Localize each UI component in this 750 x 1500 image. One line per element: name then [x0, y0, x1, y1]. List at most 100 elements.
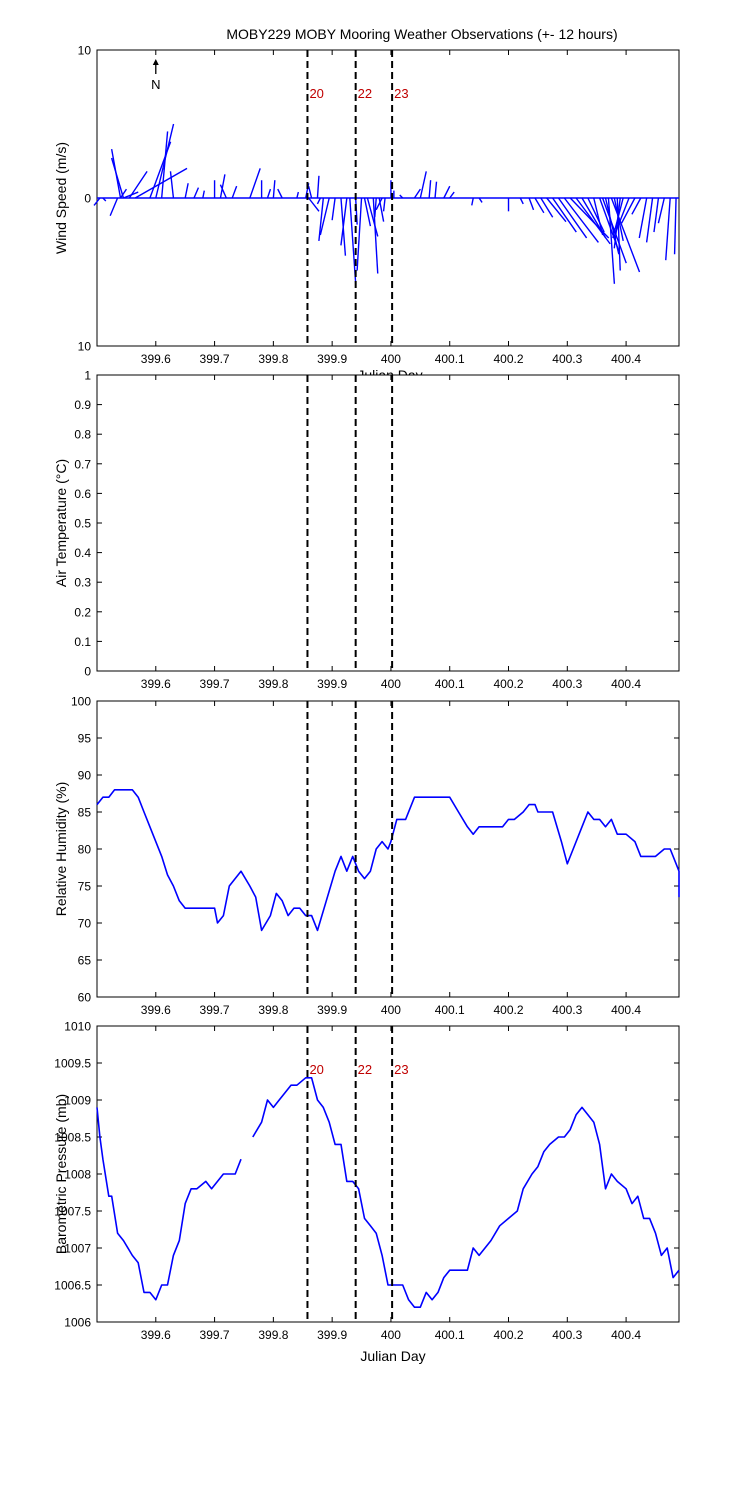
- y-tick-label: 60: [78, 991, 92, 1005]
- x-tick-label: 400.3: [552, 1328, 582, 1342]
- wind-vector: [620, 197, 636, 224]
- x-tick-label: 400.2: [493, 677, 523, 691]
- x-tick-label: 400.3: [552, 1003, 582, 1017]
- y-tick-label: 0.5: [74, 517, 91, 531]
- x-tick-label: 399.8: [258, 677, 288, 691]
- wind-vector: [184, 183, 189, 199]
- y-tick-label: 75: [78, 880, 92, 894]
- wind-vector: [319, 197, 330, 236]
- wind-vector: [340, 197, 348, 246]
- x-tick-label: 400.4: [611, 1003, 641, 1017]
- x-tick-label: 400.1: [435, 1328, 465, 1342]
- wind-vector: [615, 197, 630, 233]
- wind-vector: [375, 197, 383, 211]
- y-tick-label: 0.8: [74, 428, 91, 442]
- wind-vector: [277, 188, 283, 199]
- x-tick-label: 399.6: [141, 677, 171, 691]
- x-tick-label: 400.3: [552, 352, 582, 366]
- y-tick-label: 1009.5: [54, 1057, 91, 1071]
- x-tick-label: 399.6: [141, 1003, 171, 1017]
- wind-vector: [249, 168, 261, 199]
- wind-vector: [363, 197, 372, 227]
- y-tick-label: 10: [78, 340, 92, 354]
- y-axis-label: Barometric Pressure (mb): [53, 1094, 69, 1254]
- wind-vector: [563, 197, 599, 243]
- wind-vector: [356, 197, 363, 271]
- wind-vector: [193, 187, 200, 199]
- y-tick-label: 1008: [64, 1168, 91, 1182]
- wind-vector: [231, 185, 238, 199]
- wind-vector: [93, 197, 101, 206]
- x-tick-label: 399.9: [317, 352, 347, 366]
- y-tick-label: 0.4: [74, 546, 91, 560]
- wind-vector: [372, 197, 379, 274]
- y-tick-label: 0.9: [74, 398, 91, 412]
- y-axis-label: Wind Speed (m/s): [53, 142, 69, 254]
- x-tick-label: 399.9: [317, 1003, 347, 1017]
- wind-vector: [449, 191, 455, 199]
- x-tick-label: 400.4: [611, 1328, 641, 1342]
- y-tick-label: 10: [78, 44, 92, 58]
- event-marker-label: 20: [309, 1062, 323, 1077]
- wind-vector: [128, 170, 148, 199]
- x-tick-label: 399.7: [200, 352, 230, 366]
- panel-3: 60 65 70 75 80 85 90 95 100 399.6 399.7 399.8 399.9 4…: [53, 695, 680, 1017]
- x-tick-label: 399.6: [141, 352, 171, 366]
- series-line-1: [96, 788, 680, 932]
- x-tick-label: 400.1: [435, 677, 465, 691]
- wind-vector: [308, 197, 320, 212]
- wind-vector: [612, 197, 624, 239]
- event-marker-label: 23: [394, 86, 408, 101]
- y-tick-label: 1007.5: [54, 1205, 91, 1219]
- panel-2: 0 0.1 0.2 0.3 0.4 0.5 0.6 0.7 0.8 0.9 1 399.6 399.7 3…: [53, 369, 680, 691]
- event-marker-label: 23: [394, 1062, 408, 1077]
- wind-vector: [374, 197, 377, 218]
- wind-vector: [552, 197, 577, 233]
- x-tick-label: 400.1: [435, 352, 465, 366]
- wind-vector: [119, 188, 128, 199]
- x-tick-label: 399.8: [258, 352, 288, 366]
- event-marker-label: 20: [309, 86, 323, 101]
- wind-vector: [349, 197, 357, 284]
- wind-vector: [219, 174, 226, 199]
- wind-vector: [587, 197, 605, 233]
- figure-title: MOBY229 MOBY Mooring Weather Observation…: [226, 26, 617, 42]
- wind-vector: [616, 197, 621, 271]
- x-tick-label: 400: [381, 352, 401, 366]
- event-marker-label: 22: [358, 86, 372, 101]
- wind-vector: [434, 181, 438, 199]
- wind-vector: [519, 197, 524, 205]
- event-marker-label: 22: [358, 1062, 372, 1077]
- wind-vector: [169, 171, 175, 199]
- axes-box: [96, 374, 680, 672]
- x-tick-label: 399.7: [200, 1328, 230, 1342]
- x-tick-label: 399.9: [317, 1328, 347, 1342]
- wind-vector: [413, 188, 421, 199]
- wind-vector: [354, 197, 358, 225]
- x-tick-label: 400.2: [493, 352, 523, 366]
- x-axis-label-faint: Julian Day: [357, 367, 422, 383]
- wind-vector: [673, 197, 677, 255]
- wind-vector: [534, 197, 545, 214]
- wind-vector: [593, 197, 604, 236]
- panel-1: 10 0 10 399.6 399.7 399.8 399.9 400 400.1 400.2 40…: [53, 44, 680, 383]
- wind-vector: [638, 197, 648, 239]
- north-arrow-head: [152, 59, 159, 65]
- wind-vector: [428, 180, 432, 199]
- x-tick-label: 400.4: [611, 677, 641, 691]
- x-tick-label: 400.4: [611, 352, 641, 366]
- wind-vector: [134, 167, 188, 199]
- wind-vector: [645, 197, 654, 243]
- y-tick-label: 90: [78, 769, 92, 783]
- y-tick-label: 1008.5: [54, 1131, 91, 1145]
- x-tick-label: 399.8: [258, 1003, 288, 1017]
- x-tick-label: 400.1: [435, 1003, 465, 1017]
- wind-vector: [443, 185, 451, 199]
- x-tick-label: 399.7: [200, 1003, 230, 1017]
- y-tick-label: 0.2: [74, 605, 91, 619]
- wind-vector: [316, 197, 322, 205]
- x-tick-label: 400: [381, 677, 401, 691]
- x-tick-label: 399.6: [141, 1328, 171, 1342]
